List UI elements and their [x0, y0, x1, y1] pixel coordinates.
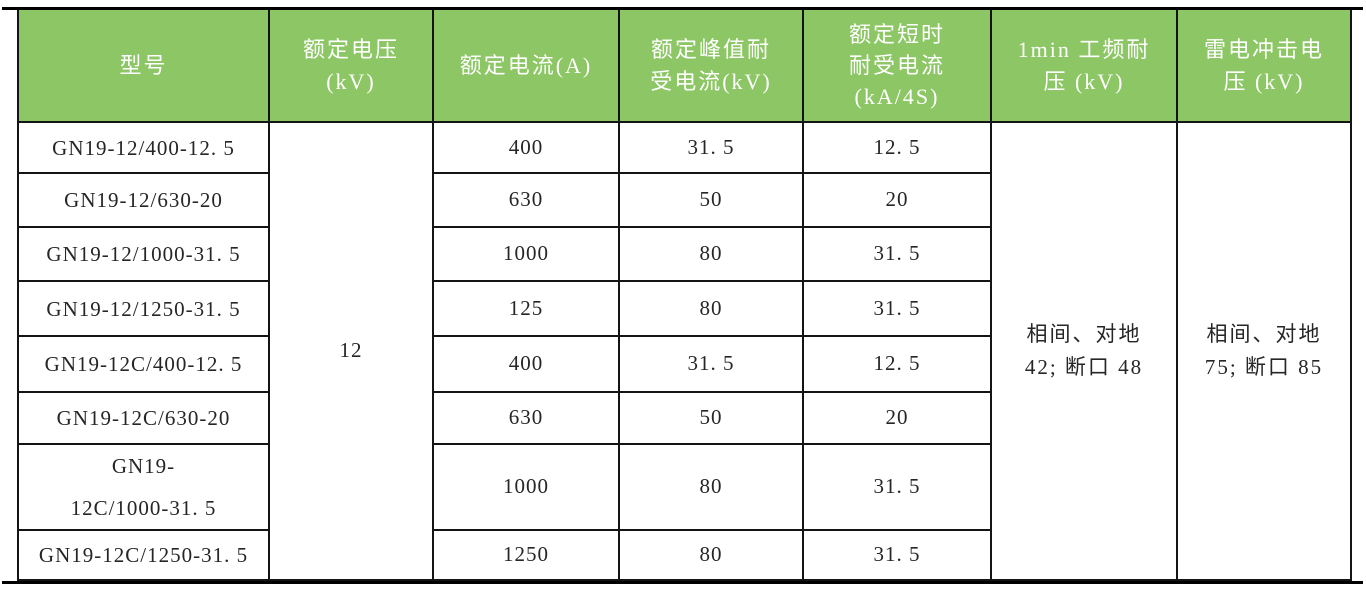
- rated-current-cell: 400: [432, 335, 620, 393]
- rated-current-cell: 125: [432, 280, 620, 337]
- peak-withstand-cell: 31. 5: [618, 121, 804, 174]
- spec-table: 型号 额定电压 (kV) 额定电流(A) 额定峰值耐 受电流(kV) 额定短时 …: [17, 10, 1352, 581]
- top-rule: [2, 7, 1363, 10]
- peak-withstand-cell: 50: [618, 391, 804, 445]
- rated-current-cell: 1250: [432, 529, 620, 581]
- rated-current-cell: 1000: [432, 226, 620, 282]
- short-time-withstand-cell: 12. 5: [802, 335, 992, 393]
- power-freq-merged-cell: 相间、对地 42; 断口 48: [990, 121, 1178, 581]
- model-cell: GN19-12/630-20: [17, 172, 270, 228]
- model-cell: GN19-12C/1250-31. 5: [17, 529, 270, 581]
- header-cell-peak-withstand: 额定峰值耐 受电流(kV): [618, 10, 804, 123]
- rated-voltage-merged-cell: 12: [268, 121, 434, 581]
- peak-withstand-cell: 50: [618, 172, 804, 228]
- peak-withstand-cell: 80: [618, 529, 804, 581]
- header-cell-power-freq-withstand: 1min 工频耐 压 (kV): [990, 10, 1178, 123]
- table-row: GN19- 12C/1000-31. 5 1000 80 31. 5: [17, 443, 1351, 531]
- header-cell-short-time-withstand: 额定短时 耐受电流 (kA/4S): [802, 10, 992, 123]
- lightning-impulse-merged-cell: 相间、对地 75; 断口 85: [1176, 121, 1352, 581]
- model-cell: GN19-12/1000-31. 5: [17, 226, 270, 282]
- header-cell-lightning-impulse: 雷电冲击电 压 (kV): [1176, 10, 1352, 123]
- short-time-withstand-cell: 31. 5: [802, 226, 992, 282]
- bottom-rule: [2, 581, 1363, 584]
- table-row: GN19-12C/1250-31. 5 1250 80 31. 5: [17, 529, 1351, 581]
- short-time-withstand-cell: 20: [802, 172, 992, 228]
- peak-withstand-cell: 80: [618, 226, 804, 282]
- rated-current-cell: 1000: [432, 443, 620, 531]
- short-time-withstand-cell: 31. 5: [802, 529, 992, 581]
- table-row: GN19-12C/400-12. 5 400 31. 5 12. 5: [17, 335, 1351, 393]
- rated-current-cell: 630: [432, 391, 620, 445]
- short-time-withstand-cell: 12. 5: [802, 121, 992, 174]
- rated-current-cell: 400: [432, 121, 620, 174]
- table-row: GN19-12/1000-31. 5 1000 80 31. 5: [17, 226, 1351, 282]
- short-time-withstand-cell: 31. 5: [802, 280, 992, 337]
- peak-withstand-cell: 31. 5: [618, 335, 804, 393]
- short-time-withstand-cell: 31. 5: [802, 443, 992, 531]
- model-cell: GN19-12C/400-12. 5: [17, 335, 270, 393]
- short-time-withstand-cell: 20: [802, 391, 992, 445]
- header-cell-model: 型号: [17, 10, 270, 123]
- peak-withstand-cell: 80: [618, 280, 804, 337]
- header-row: 型号 额定电压 (kV) 额定电流(A) 额定峰值耐 受电流(kV) 额定短时 …: [17, 10, 1352, 123]
- model-cell: GN19- 12C/1000-31. 5: [17, 443, 270, 531]
- table-row: GN19-12/400-12. 5 12 400 31. 5 12. 5 相间、…: [17, 121, 1352, 581]
- header-cell-rated-current: 额定电流(A): [432, 10, 620, 123]
- model-cell: GN19-12/400-12. 5: [17, 121, 270, 174]
- header-cell-rated-voltage: 额定电压 (kV): [268, 10, 434, 123]
- table-row: GN19-12C/630-20 630 50 20: [17, 391, 1351, 445]
- model-cell: GN19-12/1250-31. 5: [17, 280, 270, 337]
- table-row: GN19-12/630-20 630 50 20: [17, 172, 1351, 228]
- model-cell: GN19-12C/630-20: [17, 391, 270, 445]
- peak-withstand-cell: 80: [618, 443, 804, 531]
- rated-current-cell: 630: [432, 172, 620, 228]
- table-row: GN19-12/1250-31. 5 125 80 31. 5: [17, 280, 1351, 337]
